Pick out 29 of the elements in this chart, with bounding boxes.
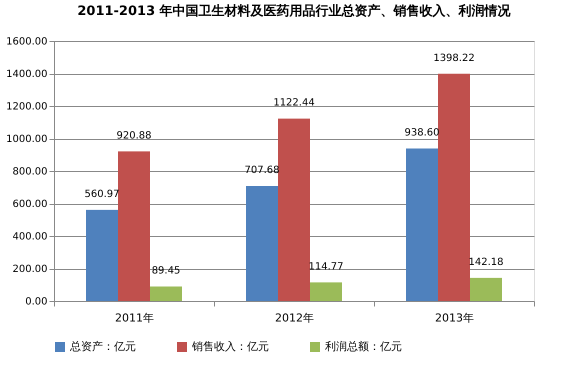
legend-label: 总资产：亿元 <box>69 340 136 353</box>
bar <box>150 286 182 301</box>
bar <box>310 282 342 301</box>
bar <box>278 118 310 301</box>
y-tick-label: 1600.00 <box>6 36 48 48</box>
bar <box>86 210 118 301</box>
x-tick-label: 2012年 <box>275 312 314 324</box>
y-tick-label: 400.00 <box>12 232 48 242</box>
legend-label: 利润总额：亿元 <box>325 340 402 353</box>
legend-label: 销售收入：亿元 <box>191 340 269 353</box>
x-tick-label: 2011年 <box>115 312 154 324</box>
x-tick-label: 2013年 <box>435 312 474 324</box>
y-tick-label: 1200.00 <box>6 102 48 112</box>
y-tick-label: 1400.00 <box>6 69 48 80</box>
bar <box>246 186 278 301</box>
y-tick-label: 800.00 <box>12 166 48 178</box>
data-label: 1122.44 <box>273 98 315 109</box>
y-tick-label: 600.00 <box>12 199 48 210</box>
y-tick-label: 1000.00 <box>6 134 48 145</box>
bar <box>406 148 438 301</box>
y-tick-label: 0.00 <box>25 296 48 308</box>
chart-title: 2011-2013 年中国卫生材料及医药用品行业总资产、销售收入、利润情况 <box>77 3 512 19</box>
data-label: 1398.22 <box>433 52 475 64</box>
bar <box>438 74 470 301</box>
data-label: 89.45 <box>152 265 180 276</box>
y-tick-label: 200.00 <box>12 264 48 275</box>
data-label: 920.88 <box>116 130 152 142</box>
bar <box>118 151 150 301</box>
bar <box>470 278 502 301</box>
